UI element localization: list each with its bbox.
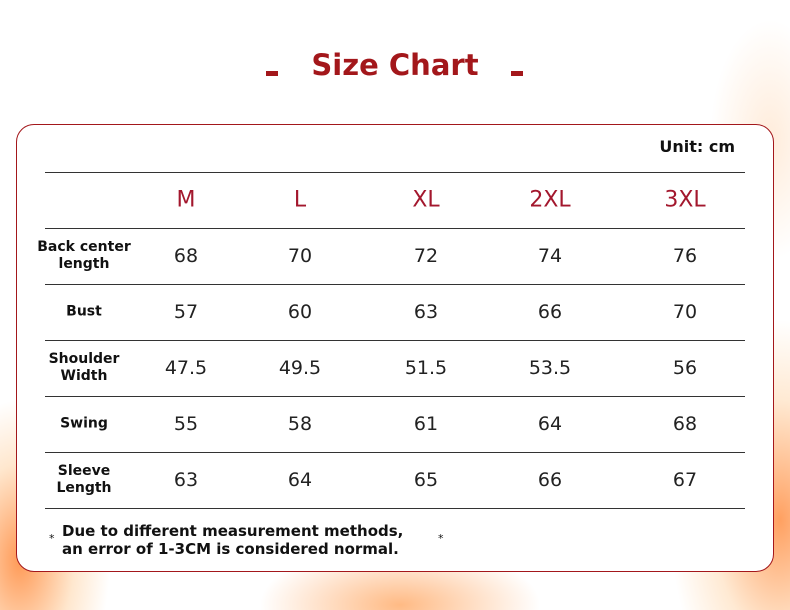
card: [16, 124, 774, 572]
decor-dash: [511, 71, 523, 76]
table-cell: 49.5: [278, 357, 322, 379]
table-cell: 68: [672, 413, 698, 435]
row-divider: [45, 340, 745, 341]
table-cell: 60: [287, 301, 313, 323]
note-mark: *: [49, 532, 55, 545]
row-label: Sleeve Length: [56, 463, 112, 496]
row-divider: [45, 284, 745, 285]
table-cell: 70: [287, 245, 313, 267]
column-header: 2XL: [529, 187, 571, 213]
note-mark: *: [438, 532, 444, 545]
table-cell: 51.5: [404, 357, 448, 379]
table-cell: 64: [287, 469, 313, 491]
table-cell: 66: [537, 301, 563, 323]
table-cell: 53.5: [528, 357, 572, 379]
note: Due to different measurement methods, an…: [62, 522, 404, 558]
table-cell: 66: [537, 469, 563, 491]
table-cell: 58: [287, 413, 313, 435]
table-cell: 61: [413, 413, 439, 435]
table-cell: 63: [173, 469, 199, 491]
table-cell: 70: [672, 301, 698, 323]
table-cell: 57: [173, 301, 199, 323]
table-cell: 65: [413, 469, 439, 491]
row-label: Shoulder Width: [48, 351, 120, 384]
row-divider: [45, 508, 745, 509]
column-header: 3XL: [664, 187, 706, 213]
table-cell: 56: [672, 357, 698, 379]
decor-dash: [266, 71, 278, 76]
table-cell: 55: [173, 413, 199, 435]
table-cell: 47.5: [164, 357, 208, 379]
table-cell: 68: [173, 245, 199, 267]
row-label: Back center length: [37, 239, 131, 272]
table-cell: 74: [537, 245, 563, 267]
column-header: XL: [412, 187, 440, 213]
row-divider: [45, 172, 745, 173]
row-divider: [45, 396, 745, 397]
table-cell: 67: [672, 469, 698, 491]
column-header: L: [293, 187, 307, 213]
title: Size Chart: [311, 48, 479, 82]
row-label: Bust: [66, 303, 102, 320]
table-cell: 64: [537, 413, 563, 435]
table-cell: 63: [413, 301, 439, 323]
column-header: M: [176, 187, 196, 213]
row-divider: [45, 228, 745, 229]
table-cell: 76: [672, 245, 698, 267]
table-cell: 72: [413, 245, 439, 267]
row-divider: [45, 452, 745, 453]
row-label: Swing: [60, 415, 108, 432]
unit: Unit: cm: [659, 137, 735, 156]
